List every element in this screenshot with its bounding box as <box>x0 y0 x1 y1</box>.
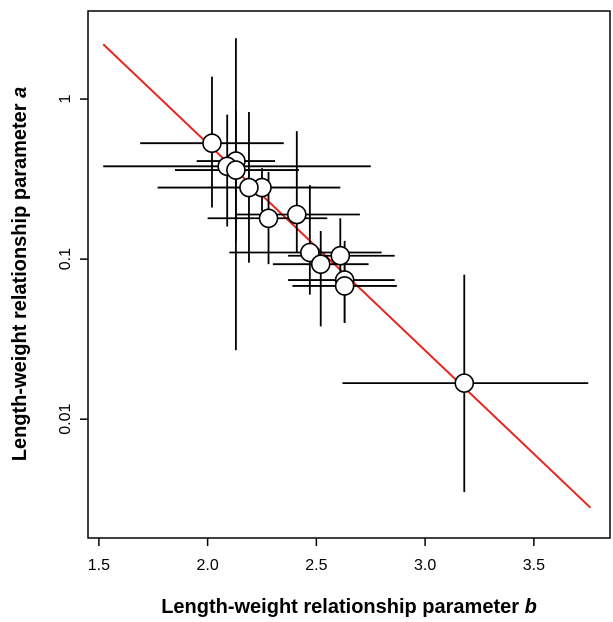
y-tick-label: 0.01 <box>57 404 74 435</box>
y-tick-label: 0.1 <box>57 248 74 270</box>
error-bars <box>103 38 589 493</box>
y-tick-label: 1 <box>57 95 74 104</box>
data-point <box>202 133 222 154</box>
x-tick-label: 1.5 <box>88 557 110 574</box>
data-point <box>258 208 279 229</box>
data-point <box>239 177 259 198</box>
data-point <box>286 204 307 225</box>
y-axis-title-var: a <box>9 87 31 98</box>
data-points <box>202 133 475 393</box>
y-axis-title: Length-weight relationship parameter a <box>9 87 31 462</box>
plot-frame <box>87 10 611 539</box>
x-axis-title-var: b <box>525 596 537 618</box>
x-tick-label: 3.0 <box>414 557 436 574</box>
data-point <box>334 276 355 296</box>
data-point <box>226 160 246 180</box>
data-point <box>310 254 331 274</box>
x-axis-title: Length-weight relationship parameter b <box>161 596 537 618</box>
x-axis-title-text: Length-weight relationship parameter <box>161 596 519 618</box>
x-axis: 1.5 2.0 2.5 3.0 3.5 <box>88 538 545 574</box>
data-point <box>454 373 475 393</box>
x-tick-label: 2.0 <box>197 557 219 574</box>
x-tick-label: 2.5 <box>305 557 327 574</box>
y-axis: 1 0.1 0.01 <box>57 95 88 435</box>
y-axis-title-text: Length-weight relationship parameter <box>9 103 31 461</box>
data-point <box>330 245 351 266</box>
x-tick-label: 3.5 <box>523 557 545 574</box>
